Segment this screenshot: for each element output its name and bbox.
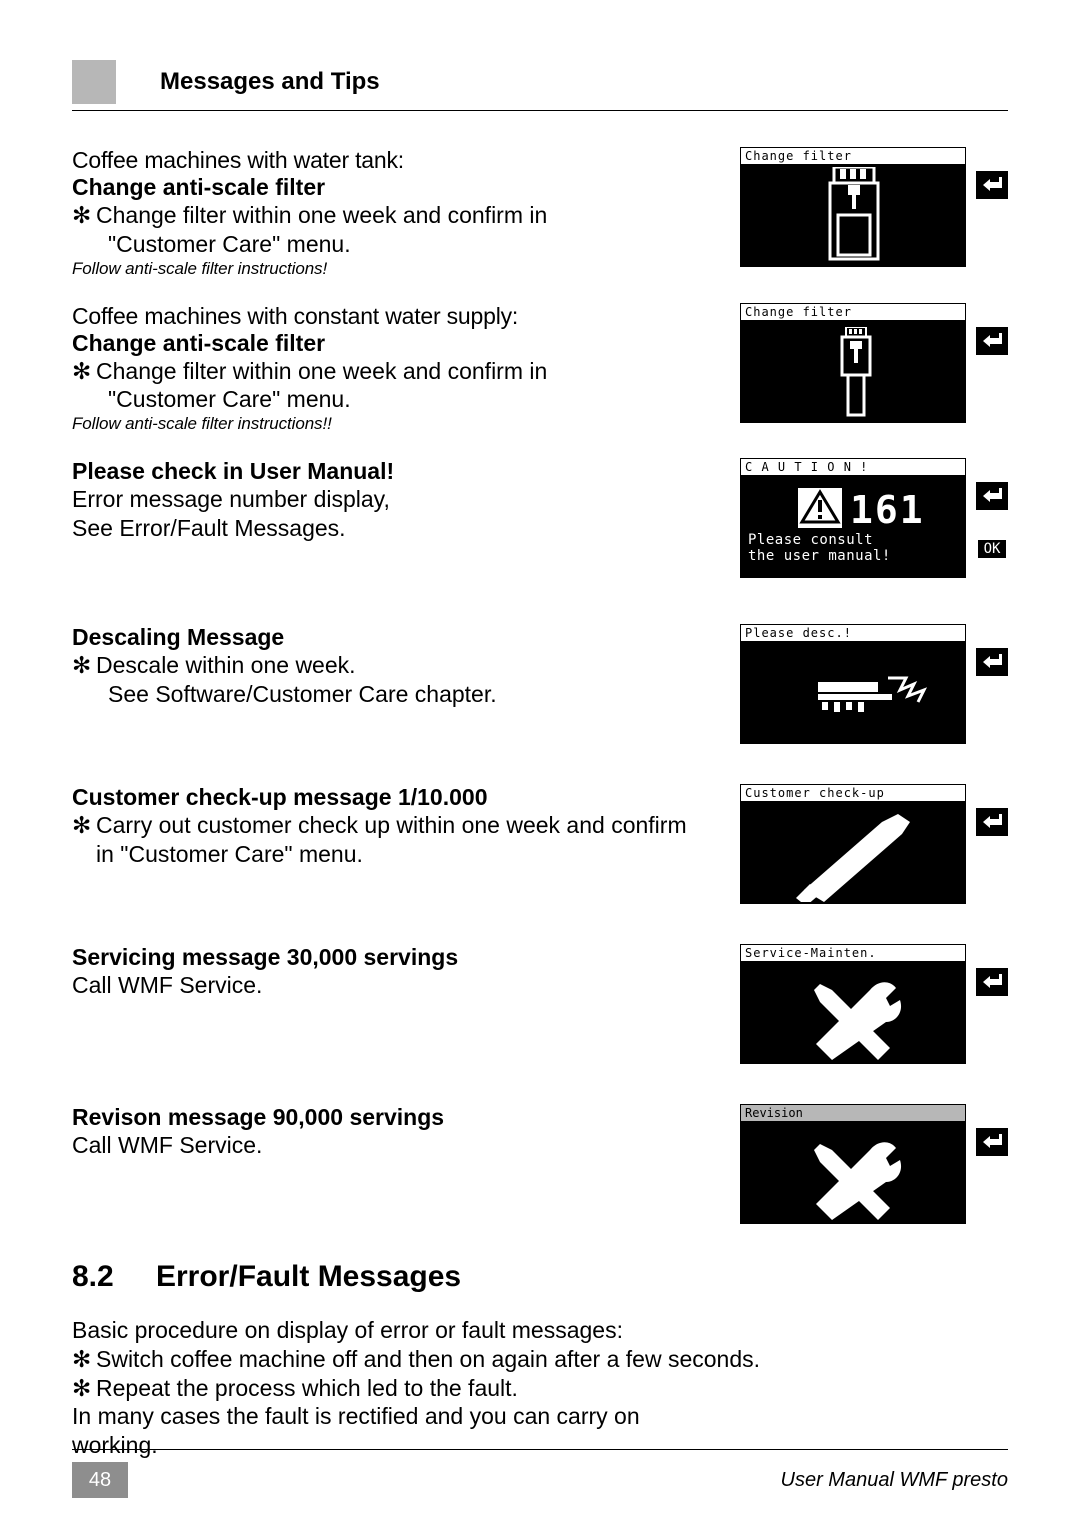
display-screen-service: Service-Mainten. bbox=[740, 944, 1008, 1064]
screen-label: Customer check-up bbox=[740, 784, 966, 802]
page-header: Messages and Tips bbox=[72, 60, 1008, 111]
bullet-cont: "Customer Care" menu. bbox=[72, 230, 700, 259]
display-screen-revision: Revision bbox=[740, 1104, 1008, 1224]
block-water-supply: Coffee machines with constant water supp… bbox=[72, 303, 1008, 435]
screen-label: C A U T I O N ! bbox=[740, 458, 966, 476]
display-screen-checkup: Customer check-up bbox=[740, 784, 1008, 904]
intro-text: Coffee machines with constant water supp… bbox=[72, 303, 700, 330]
section-title: Error/Fault Messages bbox=[156, 1260, 461, 1294]
back-arrow-icon bbox=[976, 1128, 1008, 1156]
block-title: Descaling Message bbox=[72, 624, 700, 651]
section-intro: Basic procedure on display of error or f… bbox=[72, 1316, 1008, 1345]
block-revision: Revison message 90,000 servings Call WMF… bbox=[72, 1104, 1008, 1224]
section-outro: In many cases the fault is rectified and… bbox=[72, 1402, 672, 1460]
screen-label: Change filter bbox=[740, 303, 966, 321]
bullet-icon: ✻ bbox=[72, 651, 96, 680]
bullet-icon: ✻ bbox=[72, 201, 96, 230]
note-text: Follow anti-scale filter instructions! bbox=[72, 259, 700, 279]
screwdriver-icon bbox=[786, 806, 926, 902]
block-user-manual: Please check in User Manual! Error messa… bbox=[72, 458, 1008, 578]
bullet-cont: See Software/Customer Care chapter. bbox=[72, 680, 700, 709]
display-screen-caution: C A U T I O N ! 161 Please consultthe us… bbox=[740, 458, 1008, 578]
display-screen-change-filter-supply: Change filter bbox=[740, 303, 1008, 423]
bullet-text: Change filter within one week and confir… bbox=[96, 357, 700, 386]
block-customer-checkup: Customer check-up message 1/10.000 ✻ Car… bbox=[72, 784, 1008, 904]
block-title: Customer check-up message 1/10.000 bbox=[72, 784, 700, 811]
bullet-text: Repeat the process which led to the faul… bbox=[96, 1374, 1008, 1403]
warning-triangle-icon bbox=[798, 488, 842, 528]
body-text: See Error/Fault Messages. bbox=[72, 514, 700, 543]
footer-divider bbox=[72, 1449, 1008, 1450]
screen-label: Revision bbox=[740, 1104, 966, 1122]
body-text: Call WMF Service. bbox=[72, 971, 700, 1000]
ok-button-icon: OK bbox=[976, 538, 1008, 560]
intro-text: Coffee machines with water tank: bbox=[72, 147, 700, 174]
section-heading: 8.2 Error/Fault Messages bbox=[72, 1260, 1008, 1294]
wrench-screwdriver-icon bbox=[800, 1130, 910, 1220]
screen-label: Service-Mainten. bbox=[740, 944, 966, 962]
back-arrow-icon bbox=[976, 968, 1008, 996]
page-number: 48 bbox=[72, 1462, 128, 1498]
bullet-text: Switch coffee machine off and then on ag… bbox=[96, 1345, 1008, 1374]
block-title: Change anti-scale filter bbox=[72, 174, 700, 201]
screen-label: Change filter bbox=[740, 147, 966, 165]
bullet-text: Descale within one week. bbox=[96, 651, 700, 680]
body-text: Error message number display, bbox=[72, 485, 700, 514]
back-arrow-icon bbox=[976, 808, 1008, 836]
back-arrow-icon bbox=[976, 171, 1008, 199]
section-number: 8.2 bbox=[72, 1260, 156, 1294]
block-title: Servicing message 30,000 servings bbox=[72, 944, 700, 971]
bullet-text: Change filter within one week and confir… bbox=[96, 201, 700, 230]
block-servicing: Servicing message 30,000 servings Call W… bbox=[72, 944, 1008, 1064]
bullet-cont: "Customer Care" menu. bbox=[72, 385, 700, 414]
back-arrow-icon bbox=[976, 648, 1008, 676]
footer-manual-title: User Manual WMF presto bbox=[781, 1469, 1008, 1492]
error-number: 161 bbox=[850, 488, 925, 532]
block-title: Revison message 90,000 servings bbox=[72, 1104, 700, 1131]
coffee-machine-supply-icon bbox=[832, 327, 880, 419]
block-water-tank: Coffee machines with water tank: Change … bbox=[72, 147, 1008, 279]
bullet-text: Carry out customer check up within one w… bbox=[96, 811, 700, 869]
caution-message: Please consultthe user manual! bbox=[748, 532, 891, 564]
block-descaling: Descaling Message ✻ Descale within one w… bbox=[72, 624, 1008, 744]
bullet-icon: ✻ bbox=[72, 357, 96, 386]
display-screen-descale: Please desc.! bbox=[740, 624, 1008, 744]
body-text: Call WMF Service. bbox=[72, 1131, 700, 1160]
bullet-icon: ✻ bbox=[72, 1374, 96, 1403]
coffee-machine-tank-icon bbox=[826, 167, 886, 263]
bullet-icon: ✻ bbox=[72, 1345, 96, 1374]
wrench-screwdriver-icon bbox=[800, 970, 910, 1060]
header-title: Messages and Tips bbox=[160, 68, 380, 96]
header-grey-box bbox=[72, 60, 116, 104]
block-title: Please check in User Manual! bbox=[72, 458, 700, 485]
descale-graphic-icon bbox=[818, 672, 928, 718]
note-text: Follow anti-scale filter instructions!! bbox=[72, 414, 700, 434]
back-arrow-icon bbox=[976, 482, 1008, 510]
bullet-icon: ✻ bbox=[72, 811, 96, 869]
screen-label: Please desc.! bbox=[740, 624, 966, 642]
display-screen-change-filter-tank: Change filter bbox=[740, 147, 1008, 267]
block-title: Change anti-scale filter bbox=[72, 330, 700, 357]
back-arrow-icon bbox=[976, 327, 1008, 355]
